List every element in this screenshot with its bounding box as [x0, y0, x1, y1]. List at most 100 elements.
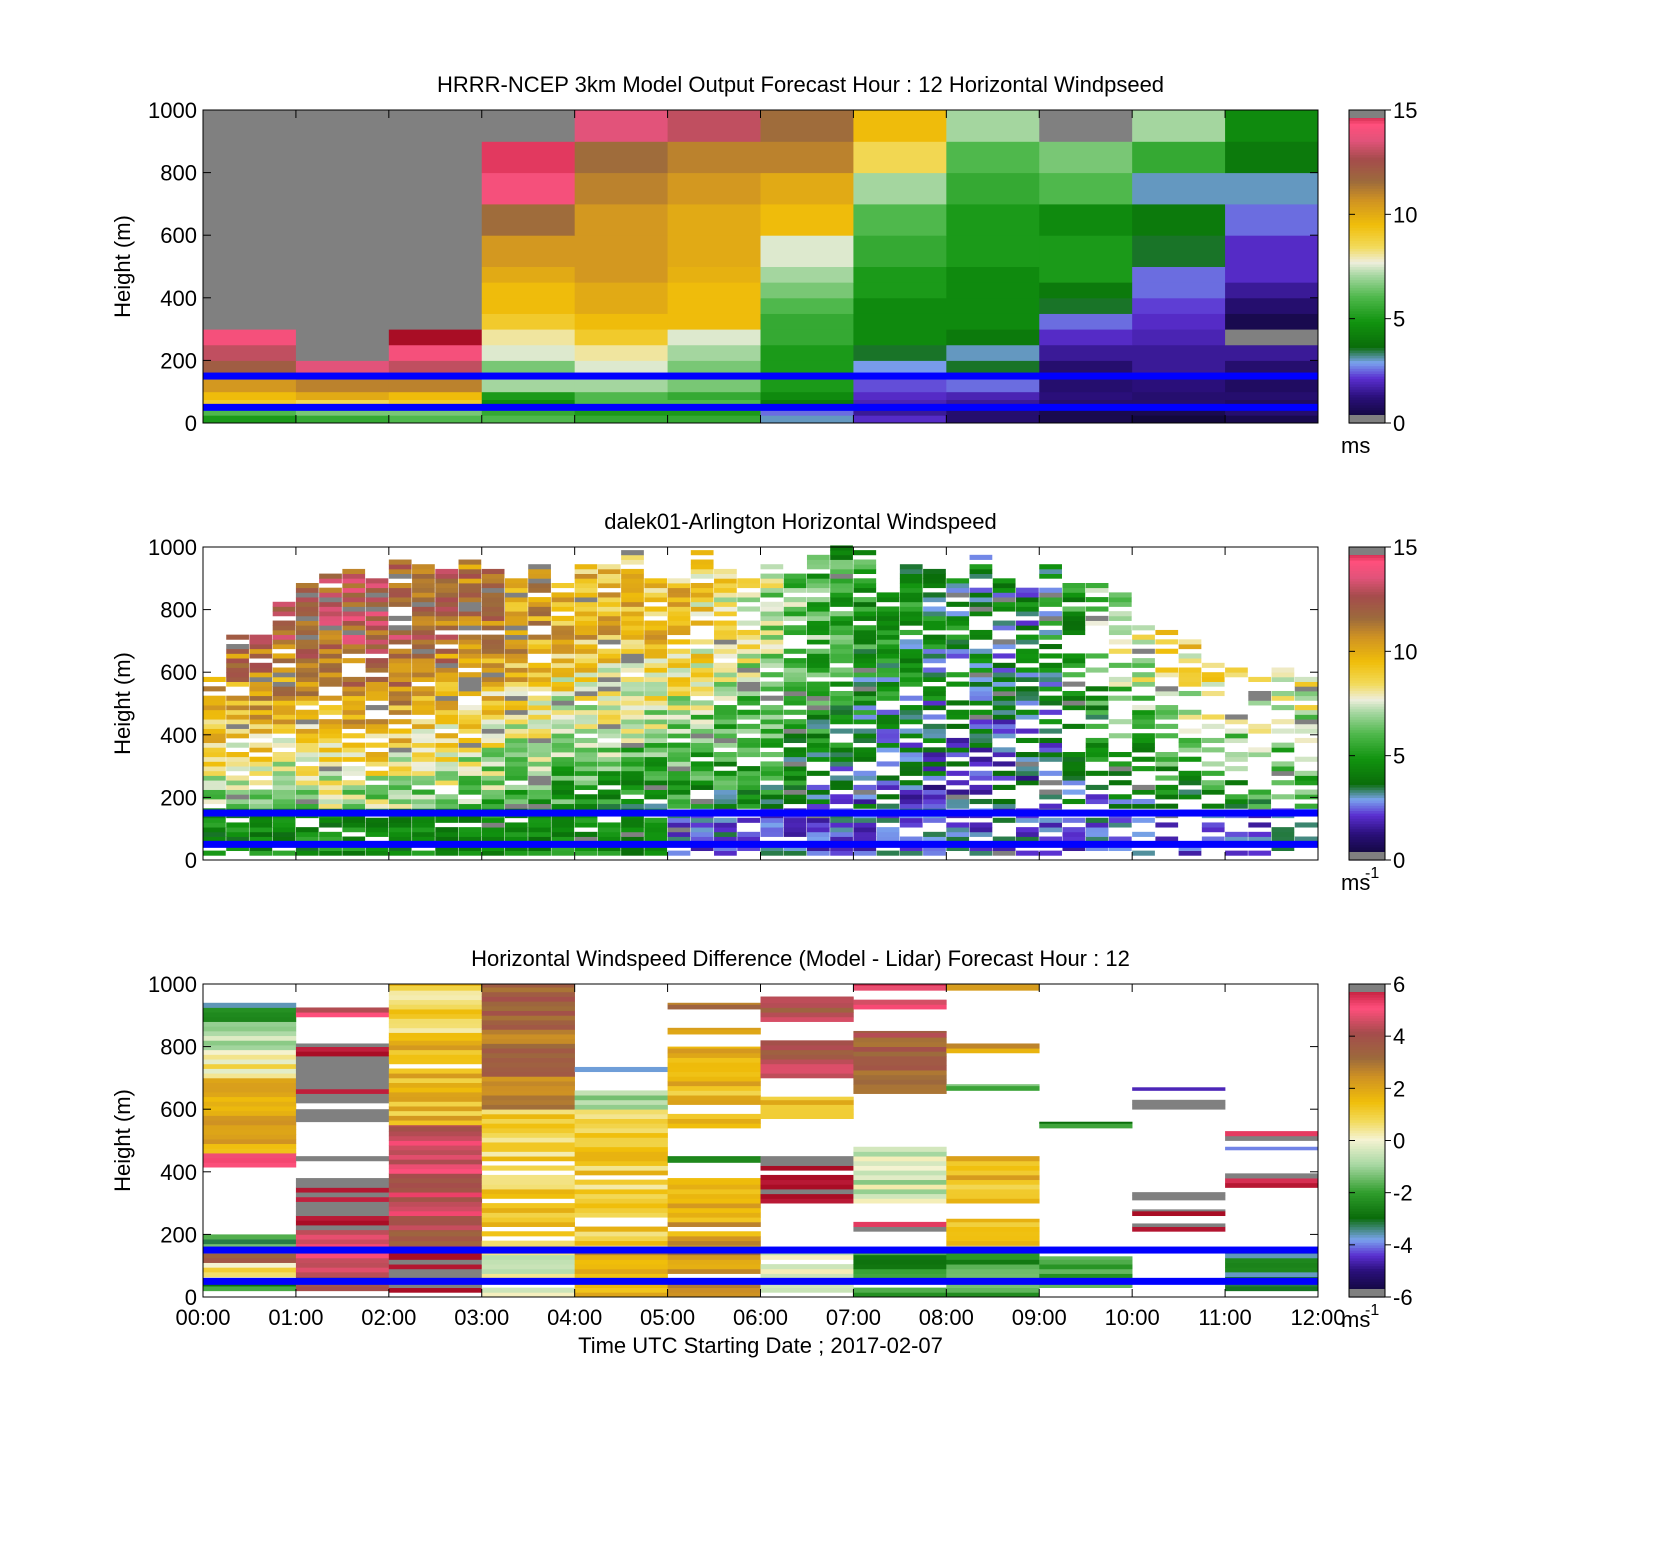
- heatmap-cell: [1225, 172, 1319, 205]
- heatmap-cell: [667, 1090, 761, 1096]
- heatmap-cell: [481, 360, 576, 377]
- colorbar-tick-label: 15: [1393, 98, 1417, 123]
- heatmap-cell: [528, 827, 551, 833]
- heatmap-cell: [412, 803, 435, 809]
- heatmap-cell: [574, 1137, 668, 1143]
- colorbar-tick-label: 10: [1393, 202, 1417, 227]
- heatmap-cell: [203, 1120, 297, 1126]
- heatmap-cell: [388, 1159, 483, 1165]
- heatmap-cell: [899, 752, 923, 758]
- heatmap-cell: [923, 798, 946, 805]
- heatmap-cell: [412, 742, 435, 748]
- colorbar-cell: [1349, 1263, 1385, 1267]
- heatmap-cell: [830, 827, 853, 833]
- heatmap-cell: [1085, 597, 1109, 603]
- heatmap-cell: [1201, 714, 1225, 720]
- heatmap-cell: [1132, 376, 1226, 393]
- colorbar-cell: [1349, 1223, 1385, 1228]
- heatmap-cell: [249, 850, 273, 856]
- heatmap-cell: [783, 587, 807, 593]
- heatmap-cell: [760, 996, 854, 999]
- heatmap-cell: [667, 1292, 761, 1298]
- heatmap-cell: [203, 695, 226, 701]
- y-tick-label: 600: [160, 223, 197, 248]
- heatmap-cell: [1085, 798, 1109, 805]
- heatmap-cell: [667, 399, 761, 408]
- heatmap-cell: [760, 752, 784, 758]
- heatmap-cell: [946, 1160, 1040, 1166]
- heatmap-cell: [319, 705, 342, 711]
- heatmap-cell: [923, 756, 946, 762]
- heatmap-cell: [481, 662, 505, 668]
- heatmap-cell: [528, 747, 551, 753]
- heatmap-cell: [667, 360, 761, 377]
- heatmap-cell: [388, 667, 412, 673]
- heatmap-cell: [1201, 672, 1225, 678]
- colorbar-cell: [1349, 1015, 1385, 1019]
- heatmap-cell: [714, 728, 737, 734]
- heatmap-cell: [458, 597, 482, 603]
- heatmap-cell: [714, 653, 737, 659]
- heatmap-cell: [1225, 831, 1248, 837]
- heatmap-cell: [1155, 709, 1179, 715]
- heatmap-cell: [714, 794, 737, 800]
- heatmap-cell: [458, 653, 482, 659]
- heatmap-cell: [667, 850, 691, 856]
- colorbar-cell: [1349, 617, 1385, 621]
- heatmap-cell: [319, 592, 342, 598]
- heatmap-cell: [319, 644, 342, 650]
- heatmap-cell: [388, 634, 412, 640]
- heatmap-cell: [714, 714, 737, 720]
- heatmap-cell: [458, 606, 482, 612]
- heatmap-cell: [203, 723, 226, 729]
- heatmap-cell: [969, 554, 993, 560]
- heatmap-cell: [667, 1254, 761, 1260]
- heatmap-cell: [1225, 1257, 1319, 1263]
- heatmap-cell: [295, 803, 319, 809]
- heatmap-cell: [574, 1066, 668, 1073]
- heatmap-cell: [830, 653, 853, 659]
- heatmap-cell: [806, 573, 830, 579]
- heatmap-cell: [481, 817, 505, 823]
- heatmap-cell: [1039, 681, 1062, 687]
- heatmap-cell: [946, 172, 1040, 205]
- colorbar-cell: [1349, 1247, 1385, 1251]
- heatmap-cell: [551, 592, 575, 598]
- heatmap-cell: [1085, 587, 1109, 593]
- heatmap-cell: [551, 672, 575, 678]
- heatmap-cell: [760, 817, 784, 823]
- heatmap-cell: [203, 313, 297, 330]
- heatmap-cell: [1132, 676, 1155, 682]
- heatmap-cell: [319, 709, 342, 715]
- heatmap-cell: [504, 775, 528, 781]
- colorbar-cell: [1349, 807, 1385, 812]
- heatmap-cell: [760, 1054, 854, 1060]
- heatmap-cell: [667, 1235, 761, 1242]
- heatmap-cell: [667, 1231, 761, 1237]
- heatmap-cell: [946, 1085, 1040, 1091]
- heatmap-cell: [574, 695, 598, 701]
- colorbar-cell: [1349, 1002, 1385, 1006]
- heatmap-cell: [203, 700, 226, 706]
- heatmap-cell: [365, 686, 389, 692]
- heatmap-cell: [203, 203, 297, 236]
- heatmap-cell: [667, 1259, 761, 1265]
- heatmap-cell: [1225, 297, 1319, 314]
- heatmap-cell: [667, 313, 761, 330]
- heatmap-cell: [1062, 615, 1086, 621]
- heatmap-cell: [853, 1074, 947, 1080]
- heatmap-cell: [388, 587, 412, 593]
- heatmap-cell: [295, 756, 319, 762]
- heatmap-cell: [249, 690, 273, 697]
- heatmap-cell: [1039, 653, 1062, 659]
- heatmap-cell: [853, 733, 877, 739]
- heatmap-cell: [597, 658, 621, 664]
- heatmap-cell: [946, 313, 1040, 330]
- colorbar-cell: [1349, 620, 1385, 624]
- heatmap-cell: [226, 752, 249, 758]
- heatmap-cell: [481, 1259, 575, 1265]
- heatmap-cell: [737, 686, 760, 692]
- heatmap-cell: [1108, 639, 1132, 645]
- heatmap-cell: [621, 681, 644, 687]
- heatmap-cell: [621, 798, 644, 805]
